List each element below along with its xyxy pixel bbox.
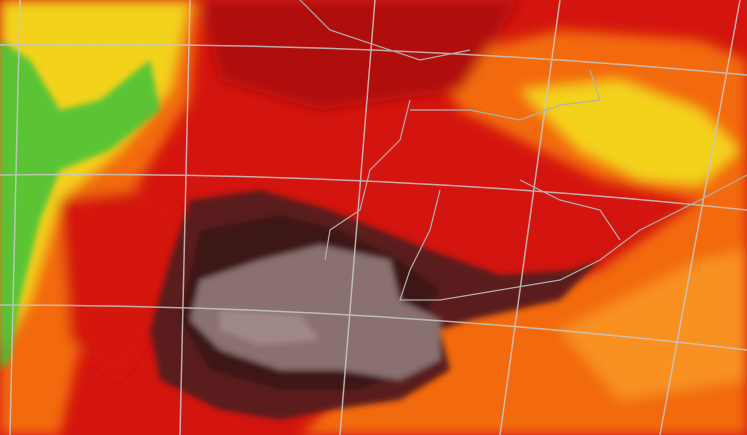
left-green-band <box>0 40 160 370</box>
red-streaks-left <box>60 190 200 380</box>
borders <box>299 0 747 301</box>
light-grey-patch <box>220 310 320 345</box>
light-orange-patches <box>560 250 747 400</box>
top-center-deep-red <box>200 0 520 110</box>
top-right-yellow-region <box>520 80 740 185</box>
